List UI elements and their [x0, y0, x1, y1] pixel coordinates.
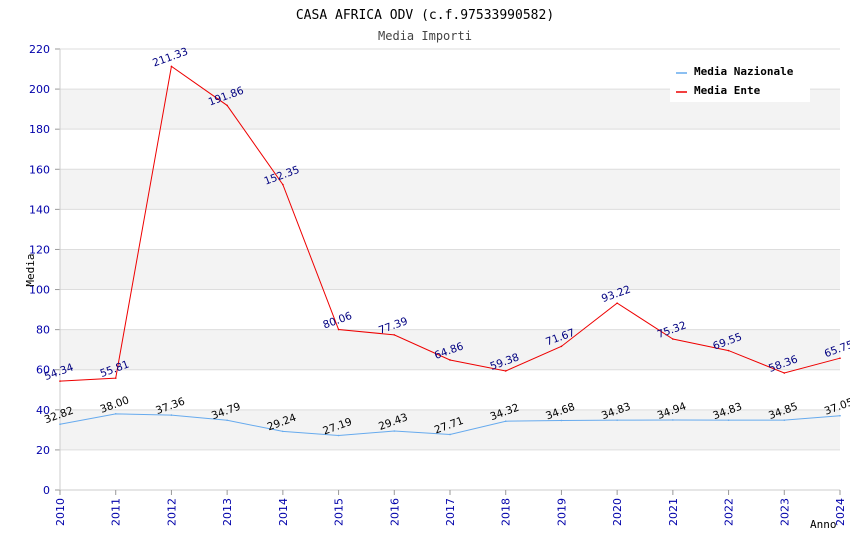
- y-tick-label: 200: [29, 83, 50, 96]
- x-axis-label: Anno: [810, 518, 837, 531]
- data-point: [114, 377, 117, 379]
- data-point: [393, 430, 396, 432]
- y-tick-label: 40: [36, 404, 50, 417]
- data-point: [59, 423, 61, 426]
- y-tick-label: 180: [29, 123, 50, 136]
- data-point: [727, 349, 730, 352]
- x-tick-label: 2017: [444, 498, 457, 526]
- y-tick-labels: 0 20 40 60 80 100 120 140 160 180 200 220: [29, 43, 50, 497]
- data-point: [449, 359, 451, 361]
- y-tick-label: 100: [29, 284, 50, 297]
- data-point: [616, 419, 618, 421]
- data-point: [282, 430, 284, 433]
- x-tick-label: 2021: [667, 498, 680, 526]
- y-tick-label: 140: [29, 203, 50, 216]
- chart-subtitle: Media Importi: [378, 29, 472, 43]
- y-tick-label: 60: [36, 364, 50, 377]
- data-point: [504, 370, 507, 372]
- data-point: [337, 434, 340, 437]
- data-point: [393, 334, 396, 336]
- legend: Media Nazionale Media Ente: [670, 60, 810, 102]
- data-point: [560, 345, 563, 348]
- data-point: [282, 183, 284, 186]
- data-point: [727, 419, 730, 421]
- data-point: [59, 380, 61, 382]
- data-point: [839, 357, 841, 360]
- data-point: [449, 433, 451, 436]
- data-point: [560, 419, 563, 422]
- x-tick-label: 2015: [333, 498, 346, 526]
- data-point: [114, 413, 117, 415]
- x-tick-label: 2024: [834, 498, 847, 526]
- data-point: [170, 414, 173, 416]
- data-point: [672, 419, 674, 421]
- grid-band: [60, 329, 840, 370]
- x-tick-label: 2022: [723, 498, 736, 526]
- series-group: [59, 65, 841, 437]
- data-point: [226, 419, 228, 422]
- y-tick-label: 220: [29, 43, 50, 56]
- data-point: [783, 419, 786, 421]
- x-tick-label: 2019: [555, 498, 568, 526]
- legend-box: [670, 60, 810, 102]
- data-point: [170, 65, 173, 68]
- x-tick-label: 2010: [54, 498, 67, 526]
- grid-band: [60, 169, 840, 210]
- data-point: [839, 414, 841, 417]
- background-bands: [60, 89, 840, 450]
- data-point: [337, 328, 340, 331]
- x-tick-labels: 2010 2011 2012 2013 2014 2015 2016 2017 2018 2019…: [54, 490, 847, 526]
- y-tick-label: 80: [36, 324, 50, 337]
- x-tick-label: 2014: [277, 498, 290, 526]
- x-tick-label: 2023: [778, 498, 791, 526]
- x-tick-label: 2016: [388, 498, 401, 526]
- data-point: [783, 372, 786, 374]
- y-axis-label: Media: [24, 253, 37, 286]
- x-tick-label: 2020: [611, 498, 624, 526]
- data-point: [226, 104, 228, 107]
- x-tick-label: 2012: [165, 498, 178, 526]
- legend-label-media-ente: Media Ente: [694, 84, 761, 97]
- y-tick-label: 120: [29, 243, 50, 256]
- x-tick-label: 2018: [500, 498, 513, 526]
- chart-title: CASA AFRICA ODV (c.f.97533990582): [296, 8, 554, 23]
- data-point: [616, 302, 618, 304]
- data-point: [672, 338, 674, 340]
- data-point: [504, 420, 507, 423]
- y-tick-label: 0: [43, 484, 50, 497]
- x-tick-label: 2011: [110, 498, 123, 526]
- x-tick-label: 2013: [221, 498, 234, 526]
- y-tick-label: 160: [29, 163, 50, 176]
- grid-band: [60, 249, 840, 290]
- legend-label-media-nazionale: Media Nazionale: [694, 65, 794, 78]
- y-tick-label: 20: [36, 444, 50, 457]
